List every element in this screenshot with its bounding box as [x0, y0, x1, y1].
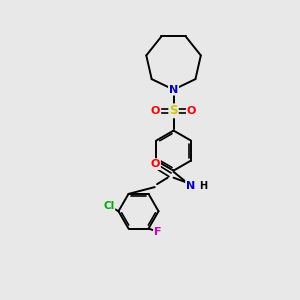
Text: F: F [154, 226, 161, 236]
Text: O: O [151, 159, 160, 169]
Text: N: N [169, 85, 178, 94]
Text: O: O [187, 106, 196, 116]
Text: Cl: Cl [103, 201, 115, 211]
Text: S: S [169, 104, 178, 117]
Text: N: N [186, 181, 195, 191]
Text: H: H [199, 181, 207, 191]
Text: O: O [151, 106, 160, 116]
